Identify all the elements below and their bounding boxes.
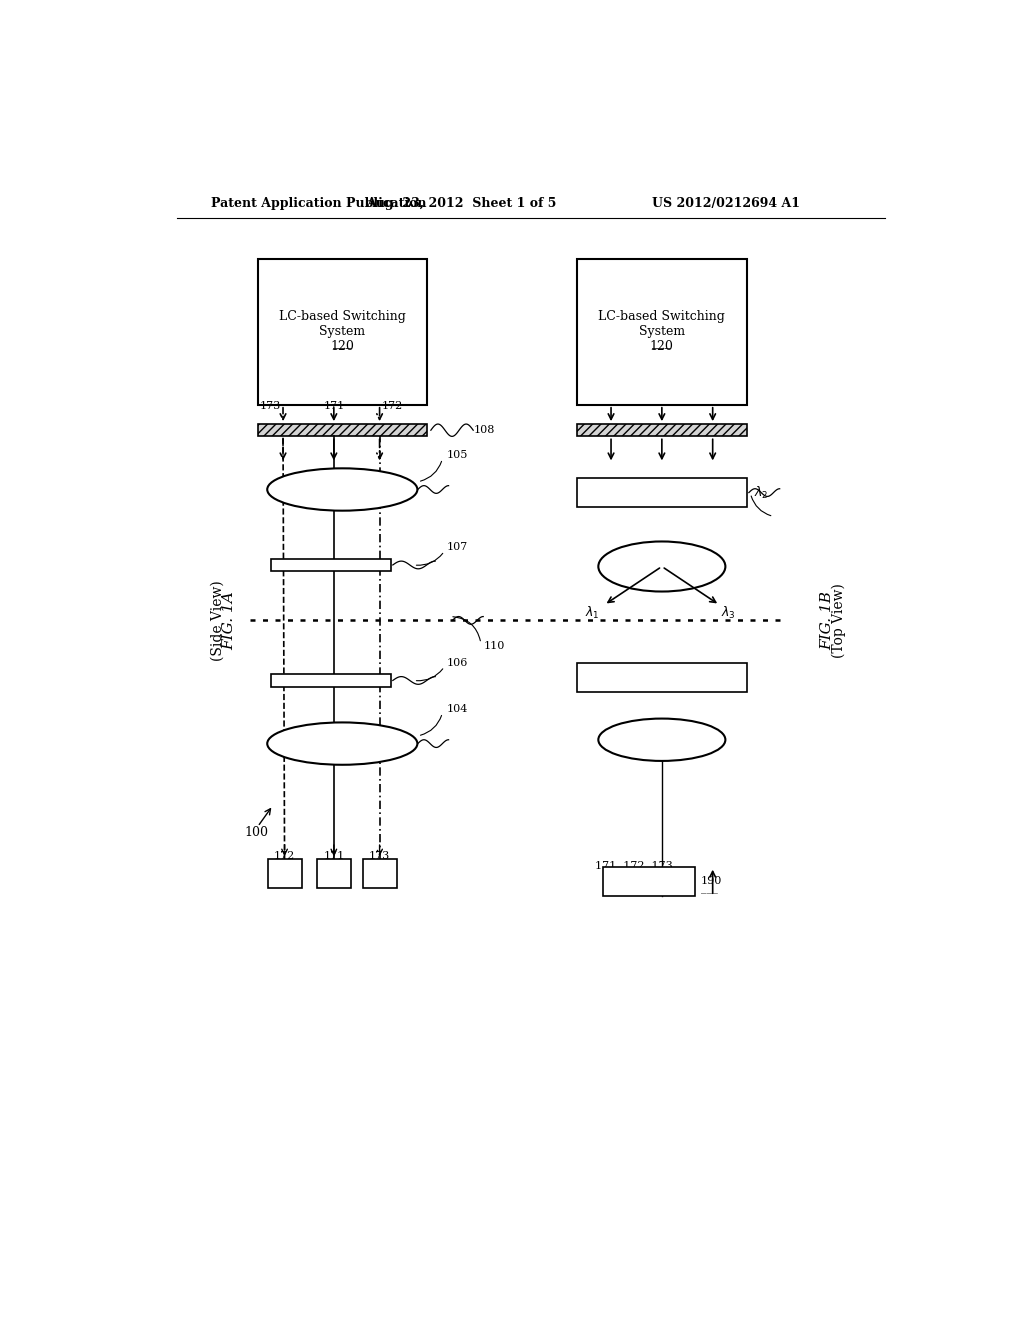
Text: FIG. 1B: FIG. 1B — [820, 591, 835, 649]
Text: 101: 101 — [324, 869, 344, 879]
Bar — [271, 675, 390, 686]
Text: 171, 172, 173: 171, 172, 173 — [595, 861, 673, 871]
Text: FIG. 1A: FIG. 1A — [222, 591, 237, 649]
Text: US 2012/0212694 A1: US 2012/0212694 A1 — [652, 197, 801, 210]
Text: 107: 107 — [446, 543, 468, 552]
Bar — [578, 259, 746, 405]
Bar — [271, 558, 390, 572]
Bar — [316, 859, 351, 888]
Text: Patent Application Publication: Patent Application Publication — [211, 197, 427, 210]
Ellipse shape — [267, 722, 418, 764]
Text: 102: 102 — [273, 869, 295, 879]
Text: 104: 104 — [446, 704, 468, 714]
Text: 106: 106 — [446, 657, 468, 668]
Text: 101, 102, 103: 101, 102, 103 — [612, 876, 685, 886]
Text: ___: ___ — [326, 876, 342, 887]
Bar — [362, 859, 396, 888]
Text: ___: ___ — [701, 884, 718, 894]
Bar — [258, 424, 427, 437]
Text: ___: ___ — [276, 876, 293, 887]
Bar — [578, 424, 746, 437]
Text: Aug. 23, 2012  Sheet 1 of 5: Aug. 23, 2012 Sheet 1 of 5 — [367, 197, 557, 210]
Bar — [578, 663, 746, 692]
Bar — [258, 259, 427, 405]
Text: LC-based Switching
System
120: LC-based Switching System 120 — [598, 310, 725, 354]
Text: $\lambda_3$: $\lambda_3$ — [721, 605, 736, 620]
Text: (Side View): (Side View) — [211, 579, 224, 661]
Ellipse shape — [267, 469, 418, 511]
Text: 100: 100 — [245, 825, 268, 838]
Ellipse shape — [598, 541, 725, 591]
Text: ___: ___ — [371, 876, 388, 887]
Text: 172: 172 — [274, 851, 295, 862]
Text: 105: 105 — [446, 450, 468, 459]
Bar — [267, 859, 301, 888]
Text: 173: 173 — [369, 851, 390, 862]
Text: ___: ___ — [333, 335, 351, 348]
Text: 190: 190 — [701, 876, 723, 887]
Text: 173: 173 — [259, 401, 281, 411]
Text: (Top View): (Top View) — [831, 583, 846, 657]
Text: 172: 172 — [382, 401, 403, 411]
Ellipse shape — [598, 718, 725, 760]
Text: ___: ___ — [652, 335, 672, 348]
Text: $\lambda_2$: $\lambda_2$ — [755, 484, 769, 500]
Text: 171: 171 — [324, 851, 344, 862]
Text: 171: 171 — [324, 401, 344, 411]
Text: LC-based Switching
System
120: LC-based Switching System 120 — [279, 310, 406, 354]
Text: _____________: _____________ — [617, 884, 681, 894]
Text: 103: 103 — [369, 869, 390, 879]
Text: $\lambda_1$: $\lambda_1$ — [585, 605, 599, 620]
Text: 108: 108 — [473, 425, 495, 436]
Text: 110: 110 — [483, 640, 505, 651]
Bar — [602, 867, 695, 896]
Bar — [578, 478, 746, 507]
